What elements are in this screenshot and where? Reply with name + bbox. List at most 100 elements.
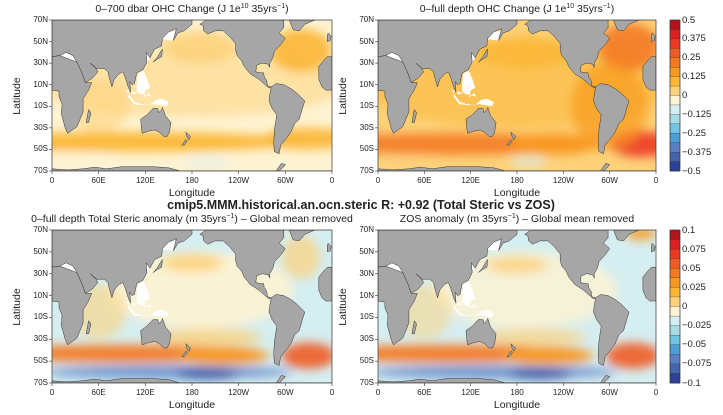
- land-samerica: [593, 294, 630, 366]
- lon-tick-label: 120W: [552, 176, 574, 185]
- colorbar-swatch: [669, 85, 681, 96]
- lat-tick-label: 10N: [33, 290, 48, 300]
- land-greenland: [288, 230, 315, 242]
- masked-region: [378, 262, 406, 273]
- lon-tick-label: 180: [185, 388, 199, 397]
- y-axis-label: Latitude: [337, 287, 349, 326]
- colorbar-swatch: [669, 287, 681, 298]
- colorbar-swatch: [669, 142, 681, 153]
- colorbar-swatch: [669, 67, 681, 78]
- land-apeninsula: [275, 163, 286, 171]
- land-japan: [478, 48, 489, 63]
- colorbar-label: 0: [682, 301, 688, 312]
- land-antarctica: [52, 166, 332, 171]
- lon-tick-label: 120E: [461, 388, 480, 397]
- colorbar-swatch: [669, 258, 681, 269]
- land-africa: [378, 55, 418, 134]
- colorbar-swatch: [669, 268, 681, 279]
- lat-tick-label: 70N: [33, 225, 48, 234]
- lat-tick-label: 30N: [359, 58, 374, 68]
- colorbar-swatch: [669, 373, 681, 384]
- lat-tick-label: 50N: [33, 36, 48, 46]
- lat-tick-label: 70S: [33, 166, 48, 175]
- land-antarctica: [52, 378, 332, 383]
- lat-tick-label: 70N: [359, 15, 374, 24]
- colorbar-swatch: [669, 344, 681, 355]
- lat-tick-label: 10S: [359, 312, 374, 322]
- map-panel-4: [375, 229, 657, 386]
- map-panel-3: [49, 229, 333, 386]
- panel-title-part: ): [610, 3, 615, 15]
- anomaly-region: [153, 328, 262, 346]
- lat-tick-label: 30S: [33, 122, 48, 132]
- colorbar-swatch: [669, 114, 681, 125]
- land-japan: [152, 258, 163, 273]
- x-axis-label: Longitude: [168, 187, 216, 199]
- colorbar-swatch: [669, 38, 681, 49]
- lat-tick-label: 30S: [359, 334, 374, 344]
- lon-tick-label: 0: [329, 176, 335, 185]
- colorbar-label: 0.5: [682, 14, 696, 26]
- lon-tick-label: 120W: [228, 388, 250, 397]
- colorbar-label: 0.075: [682, 243, 706, 255]
- panel-title-part: ): [285, 3, 289, 15]
- anomaly-field: [52, 28, 332, 167]
- land-samerica: [268, 294, 306, 366]
- lon-tick-label: 60W: [277, 176, 294, 185]
- colorbar-swatch: [669, 296, 681, 307]
- lat-tick-label: 30S: [33, 334, 48, 344]
- land-namerica: [524, 20, 611, 89]
- lat-tick-label: 30S: [359, 122, 374, 132]
- colorbar-label: −0.075: [682, 358, 712, 370]
- colorbar-label: 0: [682, 90, 688, 101]
- lon-tick-label: 0: [653, 388, 659, 397]
- colorbar-swatch: [669, 19, 681, 30]
- colorbar-swatch: [669, 29, 681, 40]
- lon-tick-label: 180: [510, 176, 524, 185]
- masked-region: [451, 286, 494, 318]
- land-madagascar: [85, 320, 92, 335]
- lat-tick-label: 10S: [359, 101, 374, 111]
- lon-tick-label: 0: [329, 388, 335, 397]
- y-axis-label: Latitude: [337, 76, 349, 115]
- land-japan: [152, 48, 163, 63]
- colorbar-swatch: [669, 239, 681, 250]
- land-uk: [327, 242, 332, 253]
- land-australia: [465, 317, 497, 349]
- land-eurasia: [52, 230, 193, 304]
- lon-tick-label: 60E: [417, 388, 432, 397]
- land-nz2: [506, 350, 513, 358]
- anomaly-region: [52, 365, 294, 379]
- lon-tick-label: 120E: [135, 176, 155, 185]
- land-madagascar: [411, 320, 417, 335]
- masked-region: [451, 76, 494, 107]
- land-nz2: [181, 350, 188, 358]
- land-samerica: [268, 83, 306, 155]
- lat-tick-label: 50S: [33, 356, 48, 366]
- lat-tick-label: 30N: [33, 58, 48, 68]
- lon-tick-label: 60W: [277, 388, 294, 397]
- colorbar-1: [669, 19, 681, 172]
- masked-region: [125, 76, 169, 107]
- lat-tick-label: 70N: [33, 15, 48, 24]
- anomaly-region: [160, 30, 239, 64]
- colorbar-swatch: [669, 123, 681, 134]
- anomaly-region: [509, 133, 602, 155]
- anomaly-region: [478, 328, 587, 346]
- lon-tick-label: 0: [653, 176, 659, 185]
- panel-title-part: −1: [277, 3, 286, 10]
- panel-title-part: 10: [240, 3, 249, 10]
- land-apeninsula: [275, 375, 286, 383]
- y-axis-label: Latitude: [11, 76, 23, 115]
- lat-tick-label: 10N: [33, 79, 48, 89]
- colorbar-label: 0.375: [682, 33, 706, 45]
- colorbar-swatch: [669, 104, 681, 115]
- colorbar-label: 0.25: [682, 52, 701, 64]
- figure-title: cmip5.MMM.historical.an.ocn.steric R: +0…: [167, 198, 555, 212]
- masked-region: [458, 70, 472, 94]
- colorbar-frame: [669, 229, 681, 384]
- lon-tick-label: 180: [510, 388, 524, 397]
- y-axis-label: Latitude: [11, 287, 23, 326]
- map-panel-1: [49, 19, 333, 174]
